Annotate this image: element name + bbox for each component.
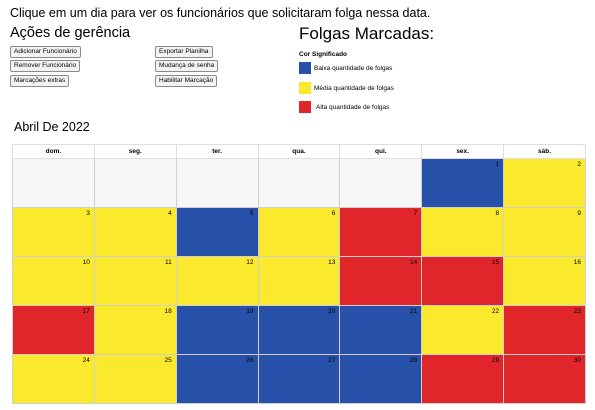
calendar-day-cell[interactable]: 17 xyxy=(12,305,95,355)
calendar-empty-cell xyxy=(175,158,259,208)
calendar-day-number: 22 xyxy=(491,308,500,315)
calendar-day-cell[interactable]: 22 xyxy=(421,305,505,355)
calendar-day-cell[interactable]: 15 xyxy=(421,256,505,306)
legend-header: Cor Significado xyxy=(299,51,348,58)
calendar-day-cell[interactable]: 12 xyxy=(175,256,259,306)
calendar-day-cell[interactable]: 10 xyxy=(12,256,95,306)
calendar-day-cell[interactable]: 13 xyxy=(257,256,341,306)
calendar-day-number: 8 xyxy=(495,210,500,217)
extra-markings-button[interactable]: Marcações extras xyxy=(10,75,70,87)
calendar-day-number: 15 xyxy=(491,259,500,266)
calendar-day-number: 17 xyxy=(82,308,90,315)
management-actions-title: Ações de gerência xyxy=(10,25,131,41)
weekday-sunday: dom. xyxy=(12,144,95,159)
calendar-day-cell[interactable]: 28 xyxy=(339,354,423,404)
calendar-empty-cell xyxy=(257,158,341,208)
weekday-friday: sex. xyxy=(421,144,505,159)
calendar-day-cell[interactable]: 26 xyxy=(175,354,259,404)
calendar-day-number: 12 xyxy=(246,259,254,266)
calendar-day-cell[interactable]: 30 xyxy=(503,354,586,404)
calendar-day-number: 19 xyxy=(246,308,254,315)
calendar-day-cell[interactable]: 1 xyxy=(421,158,505,208)
calendar-day-number: 10 xyxy=(82,259,90,266)
calendar-day-cell[interactable]: 9 xyxy=(503,207,586,257)
calendar-day-cell[interactable]: 19 xyxy=(175,305,259,355)
change-password-button[interactable]: Mudança de senha xyxy=(155,60,219,72)
calendar-day-cell[interactable]: 2 xyxy=(503,158,586,208)
calendar-day-cell[interactable]: 16 xyxy=(503,256,586,306)
calendar-week-row: 24 25 26 27 28 29 30 xyxy=(12,354,586,404)
legend-title: Folgas Marcadas: xyxy=(299,24,435,43)
calendar-week-row: 17 18 19 20 21 22 23 xyxy=(12,305,586,355)
calendar-day-cell[interactable]: 6 xyxy=(257,207,341,257)
enable-marking-button[interactable]: Habilitar Marcação xyxy=(155,75,218,87)
legend-swatch-medium xyxy=(299,82,311,94)
calendar-week-row: 3 4 5 6 7 8 9 xyxy=(12,207,586,257)
weekday-tuesday: ter. xyxy=(175,144,259,159)
weekday-wednesday: qua. xyxy=(257,144,341,159)
calendar-day-number: 30 xyxy=(573,357,581,364)
calendar-day-number: 2 xyxy=(577,161,581,168)
calendar-day-number: 11 xyxy=(164,259,172,266)
calendar-day-cell[interactable]: 21 xyxy=(339,305,423,355)
calendar-day-cell[interactable]: 4 xyxy=(93,207,177,257)
calendar-day-cell[interactable]: 24 xyxy=(12,354,95,404)
calendar-day-number: 27 xyxy=(328,357,336,364)
calendar-empty-cell xyxy=(93,158,177,208)
calendar-day-number: 20 xyxy=(328,308,336,315)
calendar-day-number: 29 xyxy=(491,357,500,364)
legend-label-low: Baixa quantidade de folgas xyxy=(314,65,393,72)
calendar-day-cell[interactable]: 27 xyxy=(257,354,341,404)
calendar-month-title: Abril De 2022 xyxy=(14,120,90,134)
calendar-day-cell[interactable]: 11 xyxy=(93,256,177,306)
calendar-day-number: 9 xyxy=(577,210,581,217)
calendar-day-number: 4 xyxy=(168,210,172,217)
calendar-day-cell[interactable]: 3 xyxy=(12,207,95,257)
calendar-day-number: 25 xyxy=(164,357,172,364)
legend-label-high: Alta quantidade de folgas xyxy=(316,104,390,111)
calendar-empty-cell xyxy=(12,158,95,208)
calendar-day-cell[interactable]: 18 xyxy=(93,305,177,355)
calendar-day-number: 6 xyxy=(331,210,336,217)
calendar-day-number: 13 xyxy=(328,259,336,266)
calendar-empty-cell xyxy=(339,158,423,208)
calendar-day-number: 21 xyxy=(409,308,418,315)
calendar-day-number: 14 xyxy=(409,259,418,266)
remove-employee-button[interactable]: Remover Funcionário xyxy=(10,60,81,72)
calendar-day-number: 7 xyxy=(413,210,418,217)
calendar-day-number: 28 xyxy=(409,357,418,364)
calendar-day-cell[interactable]: 8 xyxy=(421,207,505,257)
legend-swatch-low xyxy=(299,62,311,74)
legend-swatch-high xyxy=(299,101,311,113)
weekday-monday: seg. xyxy=(93,144,177,159)
calendar-day-number: 16 xyxy=(573,259,581,266)
calendar-week-row: 10 11 12 13 14 15 16 xyxy=(12,256,586,306)
calendar-day-number: 18 xyxy=(164,308,172,315)
calendar-day-cell[interactable]: 14 xyxy=(339,256,423,306)
calendar-day-cell[interactable]: 29 xyxy=(421,354,505,404)
calendar-day-cell[interactable]: 23 xyxy=(503,305,586,355)
calendar-day-cell[interactable]: 7 xyxy=(339,207,423,257)
calendar-day-number: 3 xyxy=(86,210,90,217)
calendar-day-number: 5 xyxy=(249,210,254,217)
calendar-day-cell[interactable]: 5 xyxy=(175,207,259,257)
legend-label-medium: Média quantidade de folgas xyxy=(314,85,394,92)
calendar-day-number: 1 xyxy=(495,161,500,168)
calendar-day-cell[interactable]: 20 xyxy=(257,305,341,355)
weekday-saturday: sáb. xyxy=(503,144,586,159)
weekday-header-row: dom. seg. ter. qua. qui. sex. sáb. xyxy=(12,144,586,159)
weekday-thursday: qui. xyxy=(339,144,423,159)
calendar-day-cell[interactable]: 25 xyxy=(93,354,177,404)
calendar-day-number: 26 xyxy=(246,357,254,364)
add-employee-button[interactable]: Adicionar Funcionário xyxy=(10,46,81,58)
export-spreadsheet-button[interactable]: Exportar Planilha xyxy=(155,46,213,58)
calendar-day-number: 24 xyxy=(82,357,90,364)
calendar-day-number: 23 xyxy=(573,308,581,315)
instruction-text: Clique em um dia para ver os funcionário… xyxy=(10,6,431,20)
